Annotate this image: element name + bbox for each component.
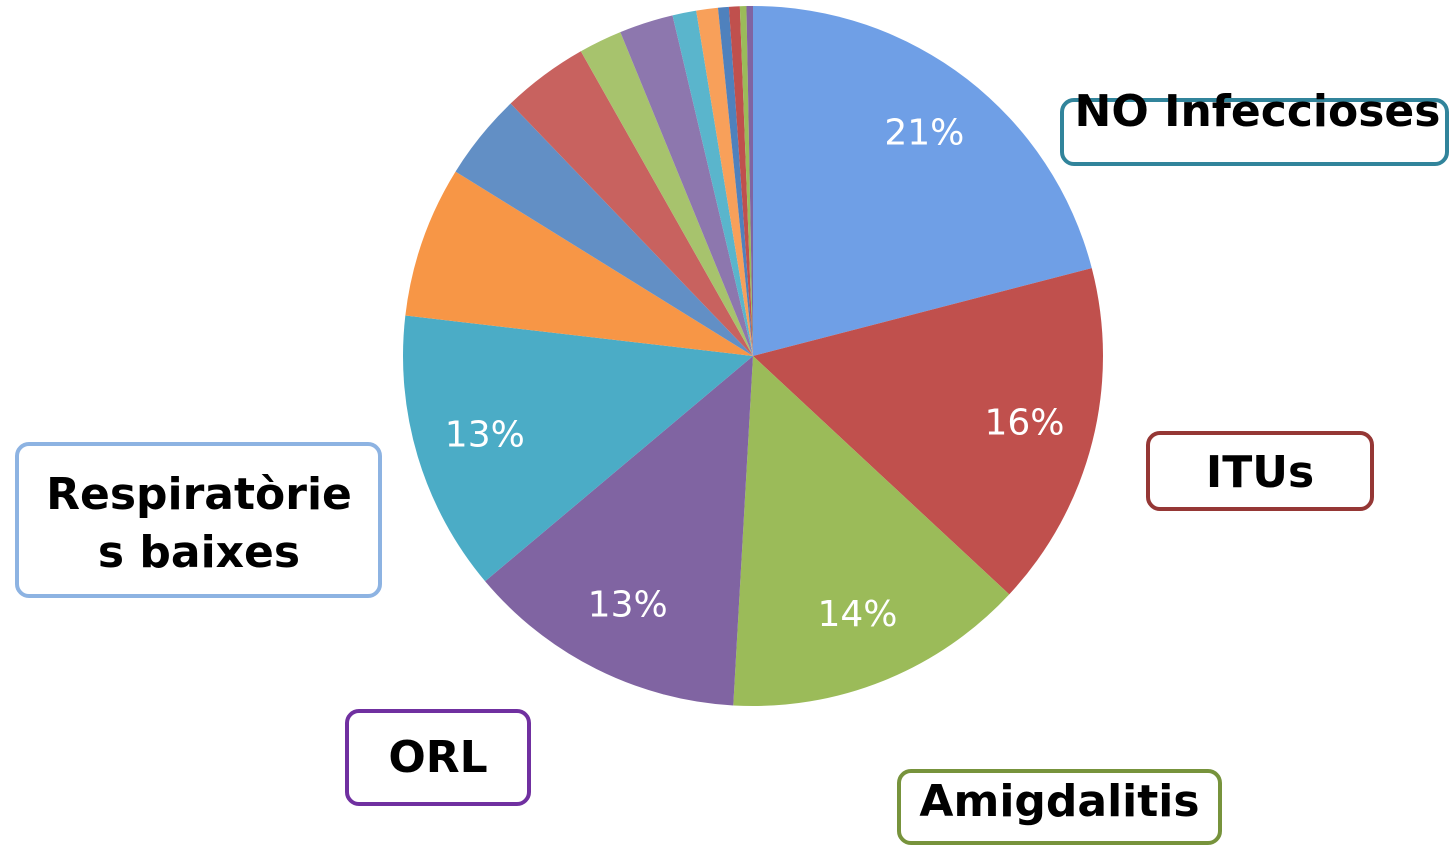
data-label: 13%	[445, 414, 525, 455]
pie-slice	[620, 15, 753, 356]
data-label: 21%	[884, 113, 964, 154]
label-box	[15, 442, 382, 598]
pie-slice	[485, 356, 753, 706]
pie-slice	[672, 10, 753, 356]
category-label: Respiratòries baixes	[46, 469, 352, 578]
pie-slice	[580, 32, 753, 356]
pie-slice	[753, 6, 1092, 356]
pie-slice	[746, 6, 753, 356]
data-label: 13%	[588, 584, 668, 625]
pie-slice	[510, 51, 753, 357]
pie-slice	[733, 356, 1010, 706]
label-box	[345, 709, 531, 806]
pie-slice	[717, 6, 753, 356]
pie-slice	[405, 171, 753, 356]
pie-slice	[403, 315, 753, 582]
pie-slice	[455, 103, 753, 356]
pie-slice	[739, 6, 753, 357]
pie-slice	[753, 268, 1103, 595]
data-label: 14%	[818, 594, 898, 635]
pie-slice	[696, 7, 753, 357]
pie-slice	[728, 6, 753, 357]
category-label: Amigdalitis	[919, 776, 1200, 827]
category-label: NO Infeccioses	[1074, 86, 1441, 137]
data-label: 16%	[984, 403, 1064, 444]
label-box	[1060, 98, 1449, 166]
category-label: ORL	[388, 732, 488, 783]
label-box	[1146, 431, 1374, 511]
label-box	[897, 769, 1222, 845]
category-label: ITUs	[1205, 447, 1315, 498]
